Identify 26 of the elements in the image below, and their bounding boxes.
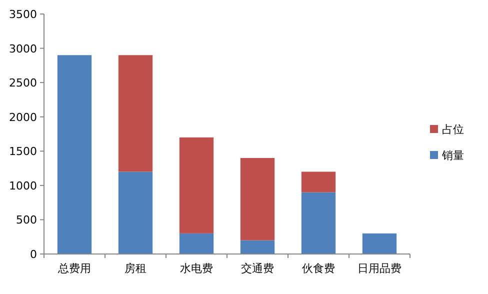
bar bbox=[240, 158, 275, 240]
bar bbox=[301, 172, 336, 192]
bar bbox=[118, 172, 153, 254]
x-tick-label: 交通费 bbox=[241, 262, 274, 275]
x-tick-label: 房租 bbox=[124, 262, 146, 275]
bar bbox=[240, 240, 275, 254]
x-tick-label: 水电费 bbox=[180, 262, 213, 275]
legend-label: 销量 bbox=[441, 149, 464, 162]
legend-label: 占位 bbox=[442, 123, 464, 136]
y-tick-label: 3500 bbox=[9, 8, 37, 21]
y-tick-label: 2500 bbox=[9, 76, 37, 90]
y-tick-label: 0 bbox=[30, 248, 37, 261]
bar bbox=[118, 55, 153, 172]
x-tick-label: 总费用 bbox=[57, 262, 91, 275]
x-tick-label: 伙食费 bbox=[302, 262, 335, 275]
y-tick-label: 1500 bbox=[9, 145, 37, 158]
y-tick-label: 2000 bbox=[9, 110, 37, 124]
y-tick-label: 1000 bbox=[9, 179, 37, 192]
bar bbox=[57, 55, 92, 254]
x-tick-label: 日用品费 bbox=[358, 262, 402, 275]
bar bbox=[179, 137, 214, 234]
bar bbox=[362, 233, 397, 254]
y-tick-label: 3000 bbox=[9, 42, 37, 56]
bar bbox=[179, 233, 214, 254]
y-tick-label: 500 bbox=[16, 214, 37, 227]
bar bbox=[301, 192, 336, 254]
